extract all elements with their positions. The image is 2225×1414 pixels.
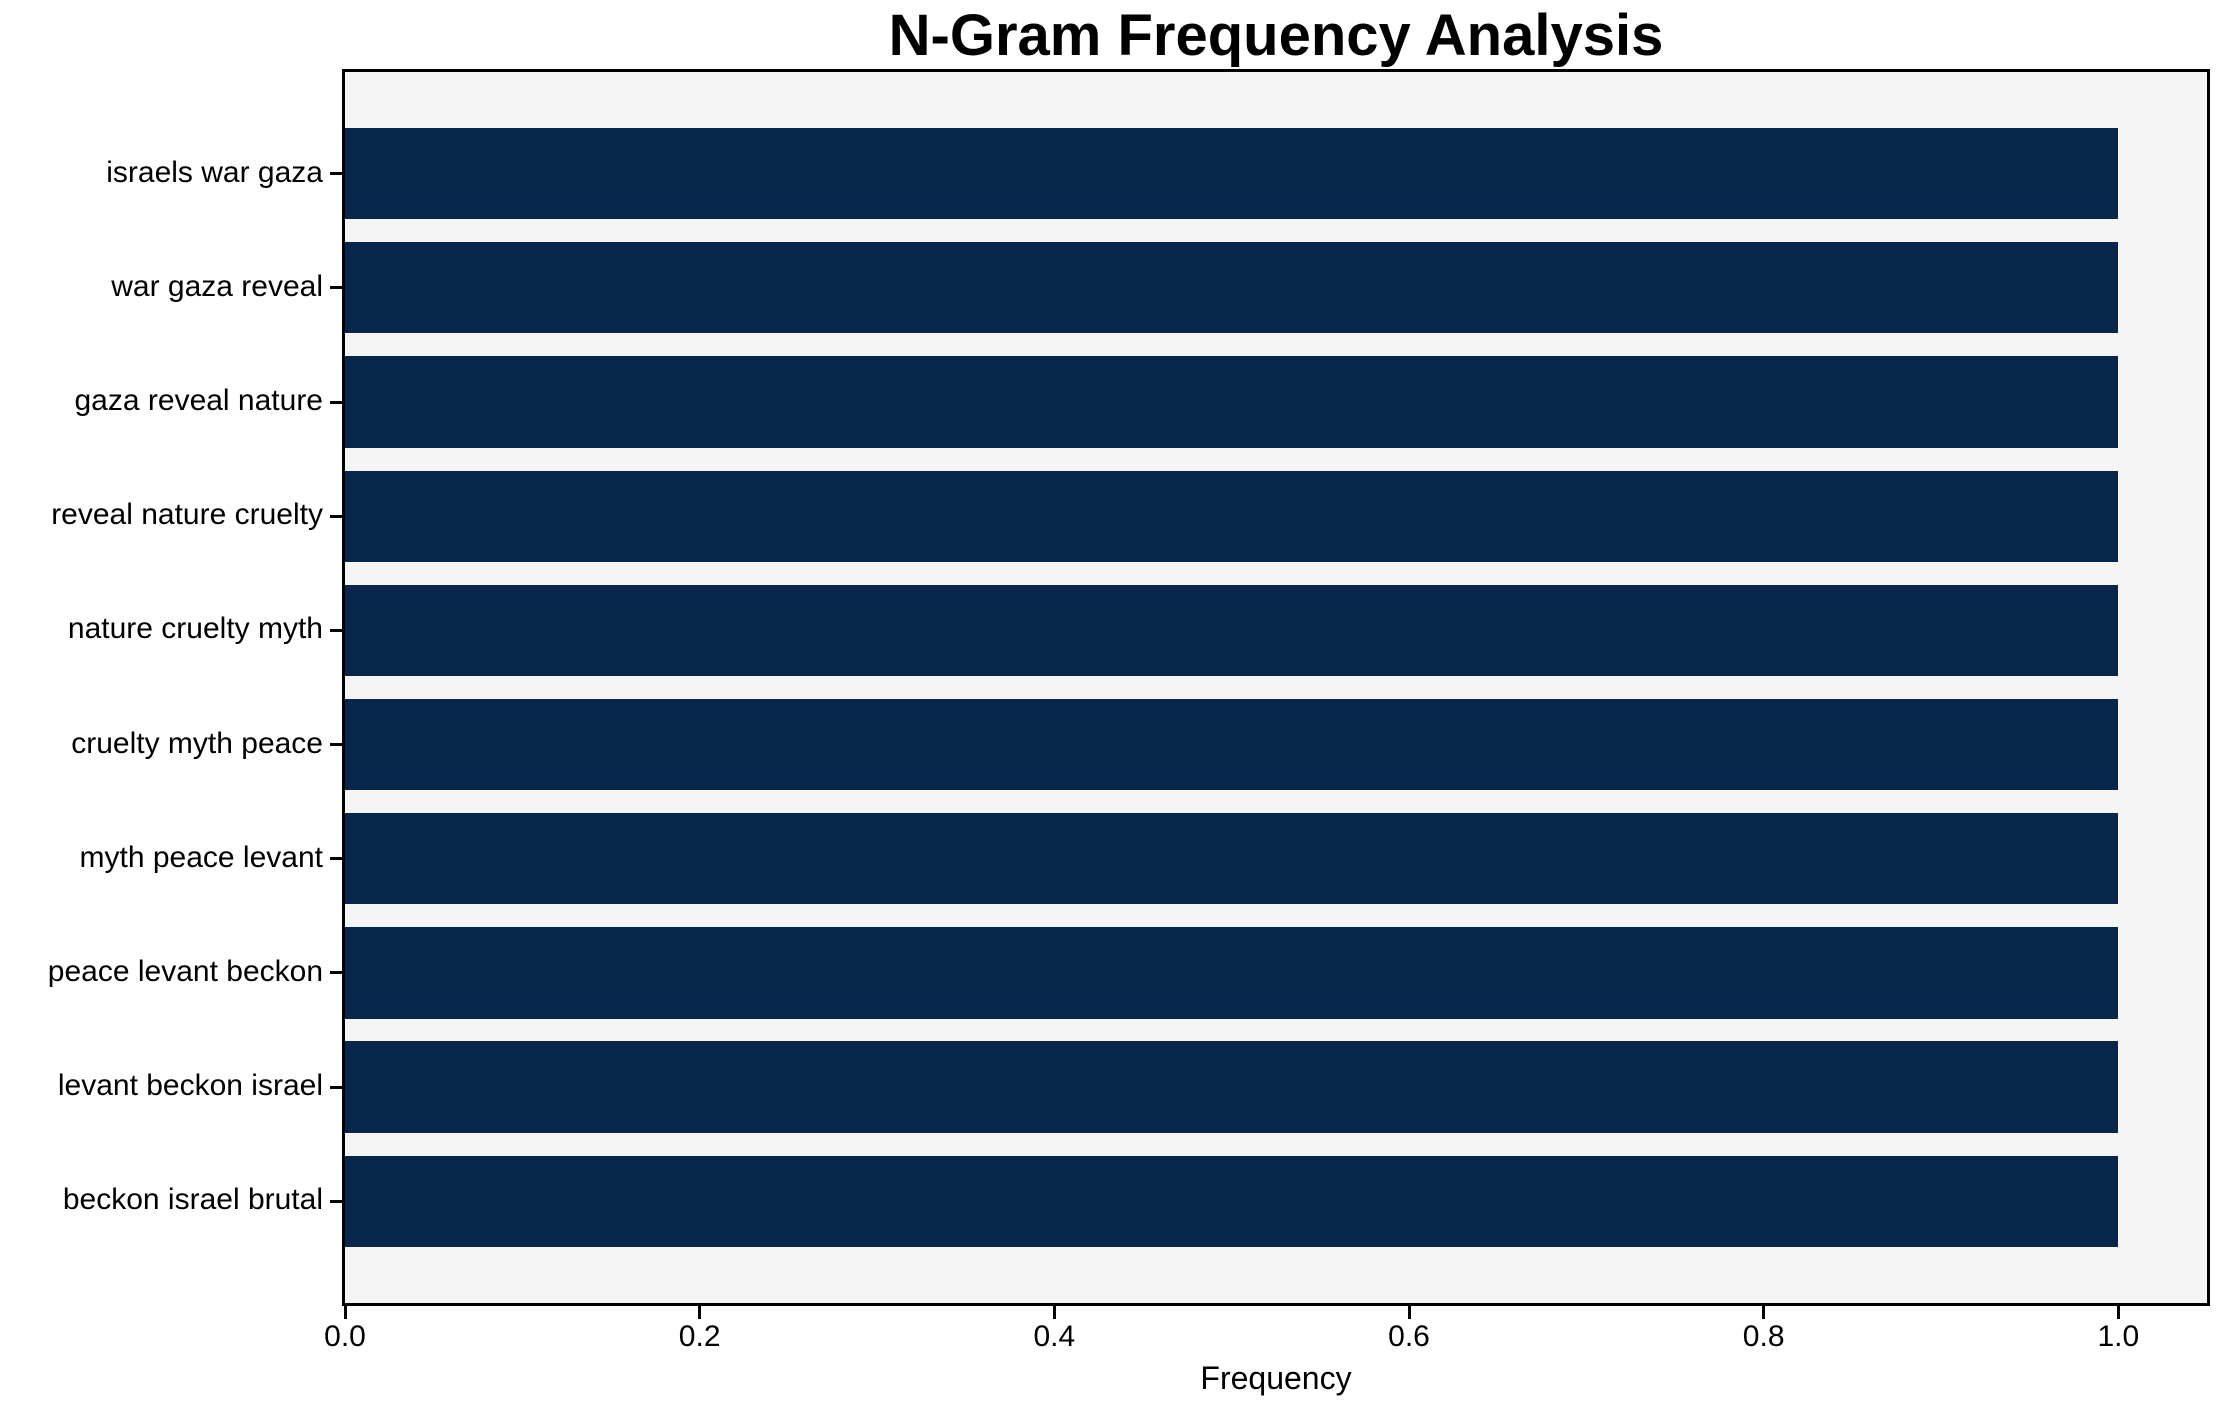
y-tick-mark	[330, 286, 343, 290]
y-tick-mark	[330, 628, 343, 632]
y-tick-label: gaza reveal nature	[74, 384, 324, 418]
y-tick-mark	[330, 971, 343, 975]
y-tick-label: war gaza reveal	[111, 269, 323, 303]
y-tick-mark	[330, 1199, 343, 1203]
y-tick-label: levant beckon israel	[57, 1069, 323, 1103]
x-tick-mark	[2116, 1306, 2120, 1319]
x-tick-label: 0.0	[324, 1320, 366, 1353]
bar	[345, 813, 2119, 905]
y-tick-label: israels war gaza	[106, 155, 323, 189]
bar	[345, 127, 2119, 220]
y-tick-label: myth peace levant	[79, 840, 323, 874]
x-axis-label: Frequency	[1200, 1360, 1352, 1396]
bar	[345, 698, 2119, 791]
y-tick-mark	[330, 172, 343, 176]
x-tick-label: 1.0	[2097, 1320, 2140, 1353]
x-tick-label: 0.2	[678, 1320, 721, 1353]
y-tick-label: nature cruelty myth	[67, 612, 323, 646]
bar	[345, 470, 2119, 562]
y-tick-label: cruelty myth peace	[71, 726, 323, 760]
y-tick-label: beckon israel brutal	[62, 1183, 323, 1217]
y-tick-mark	[330, 857, 343, 861]
bar	[345, 1041, 2119, 1133]
bar	[345, 584, 2119, 677]
x-tick-mark	[698, 1306, 702, 1319]
x-tick-label: 0.4	[1033, 1320, 1076, 1353]
y-tick-mark	[330, 400, 343, 404]
x-tick-mark	[1762, 1306, 1766, 1319]
y-tick-mark	[330, 743, 343, 747]
bar	[345, 1155, 2119, 1248]
bar	[345, 356, 2119, 448]
bar	[345, 242, 2119, 334]
y-tick-label: reveal nature cruelty	[51, 498, 323, 532]
x-tick-mark	[1407, 1306, 1411, 1319]
y-tick-label: peace levant beckon	[47, 954, 323, 988]
x-tick-label: 0.6	[1388, 1320, 1430, 1353]
y-tick-mark	[330, 514, 343, 518]
bar	[345, 927, 2119, 1019]
x-tick-label: 0.8	[1742, 1320, 1785, 1353]
x-tick-mark	[343, 1306, 347, 1319]
chart-title: N-Gram Frequency Analysis	[888, 3, 1664, 68]
x-tick-mark	[1052, 1306, 1056, 1319]
y-tick-mark	[330, 1085, 343, 1089]
